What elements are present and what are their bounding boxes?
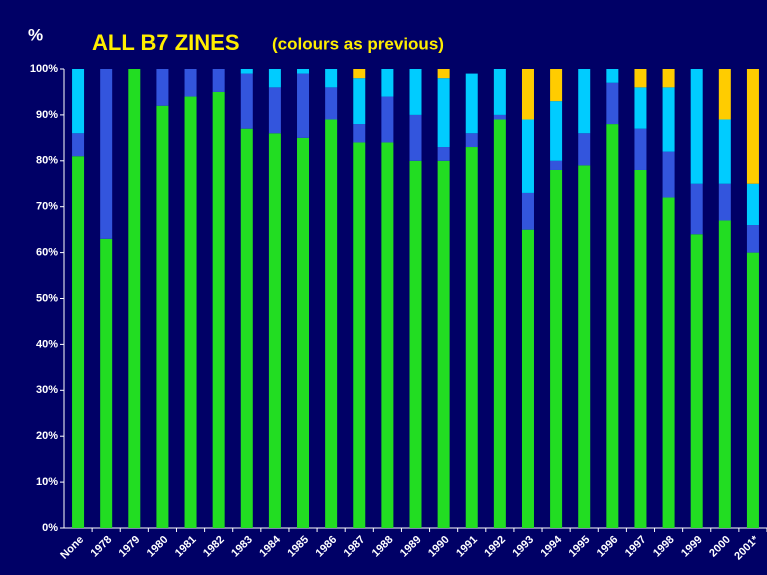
bar-segment — [240, 128, 253, 529]
bar-segment — [634, 87, 647, 129]
bar-segment — [578, 69, 591, 134]
bar-segment — [465, 133, 478, 148]
bar-segment — [381, 142, 394, 528]
bar-segment — [634, 69, 647, 88]
bar-segment — [550, 169, 563, 529]
bar-segment — [100, 69, 113, 239]
bar-segment — [550, 160, 563, 170]
y-tick-label: 90% — [36, 109, 58, 121]
bar-segment — [268, 133, 281, 528]
y-tick-label: 30% — [36, 384, 58, 396]
y-axis-label: % — [28, 25, 43, 44]
bar-segment — [746, 183, 759, 226]
bar-segment — [746, 252, 759, 528]
bar-segment — [521, 119, 534, 193]
bar-segment — [606, 82, 619, 125]
bar-segment — [634, 128, 647, 170]
bar-segment — [240, 69, 253, 74]
bar-segment — [72, 156, 85, 528]
bar-segment — [718, 119, 731, 184]
bar-segment — [690, 69, 703, 184]
bar-segment — [268, 69, 281, 88]
bar-segment — [72, 69, 85, 134]
bar-segment — [353, 124, 366, 143]
bar-segment — [437, 69, 450, 79]
bar-segment — [690, 183, 703, 235]
bar-segment — [409, 114, 422, 161]
y-tick-label: 10% — [36, 476, 58, 488]
bar-segment — [718, 220, 731, 528]
bar-segment — [718, 183, 731, 221]
bar-segment — [156, 105, 169, 528]
bar-segment — [325, 69, 338, 88]
bar-segment — [606, 69, 619, 83]
bar-segment — [493, 69, 506, 115]
bar-segment — [353, 142, 366, 528]
bar-segment — [606, 124, 619, 528]
bar-segment — [746, 69, 759, 184]
bar-segment — [465, 147, 478, 528]
bar-segment — [297, 137, 310, 528]
bar-segment — [409, 69, 422, 115]
bar-segment — [437, 147, 450, 161]
bar-segment — [268, 87, 281, 134]
bar-segment — [297, 73, 310, 138]
bar-segment — [128, 69, 141, 528]
bar-segment — [72, 133, 85, 157]
bar-segment — [212, 69, 225, 92]
bar-segment — [437, 160, 450, 529]
bar-segment — [690, 234, 703, 529]
bar-segment — [381, 96, 394, 143]
bar-segment — [437, 78, 450, 148]
bar-segment — [550, 69, 563, 102]
bar-segment — [297, 69, 310, 74]
bar-segment — [381, 69, 394, 97]
bar-segment — [100, 238, 113, 528]
bar-segment — [240, 73, 253, 129]
y-tick-label: 80% — [36, 155, 58, 167]
bar-segment — [634, 169, 647, 529]
bar-segment — [521, 69, 534, 120]
bar-segment — [662, 151, 675, 198]
y-tick-label: 70% — [36, 201, 58, 213]
bar-segment — [184, 69, 197, 97]
bar-segment — [718, 69, 731, 120]
bar-segment — [184, 96, 197, 528]
bar-segment — [746, 225, 759, 253]
y-tick-label: 50% — [36, 292, 58, 304]
chart-subtitle: (colours as previous) — [272, 34, 444, 53]
bar-segment — [325, 87, 338, 120]
bar-segment — [212, 91, 225, 528]
bar-segment — [521, 192, 534, 230]
y-tick-label: 0% — [42, 522, 58, 534]
bar-segment — [578, 165, 591, 528]
chart-title: ALL B7 ZINES — [92, 30, 240, 55]
bar-segment — [550, 101, 563, 161]
y-tick-label: 100% — [30, 63, 58, 75]
bar-segment — [662, 87, 675, 152]
bar-segment — [521, 229, 534, 528]
bar-segment — [325, 119, 338, 529]
bar-segment — [662, 197, 675, 528]
y-tick-label: 20% — [36, 430, 58, 442]
bar-segment — [353, 78, 366, 125]
bar-segment — [493, 114, 506, 120]
bar-segment — [493, 119, 506, 529]
y-tick-label: 60% — [36, 247, 58, 259]
bar-segment — [353, 69, 366, 79]
bar-segment — [578, 133, 591, 166]
y-tick-label: 40% — [36, 338, 58, 350]
bar-segment — [409, 160, 422, 529]
bar-segment — [156, 69, 169, 106]
bar-segment — [662, 69, 675, 88]
bar-segment — [465, 73, 478, 134]
